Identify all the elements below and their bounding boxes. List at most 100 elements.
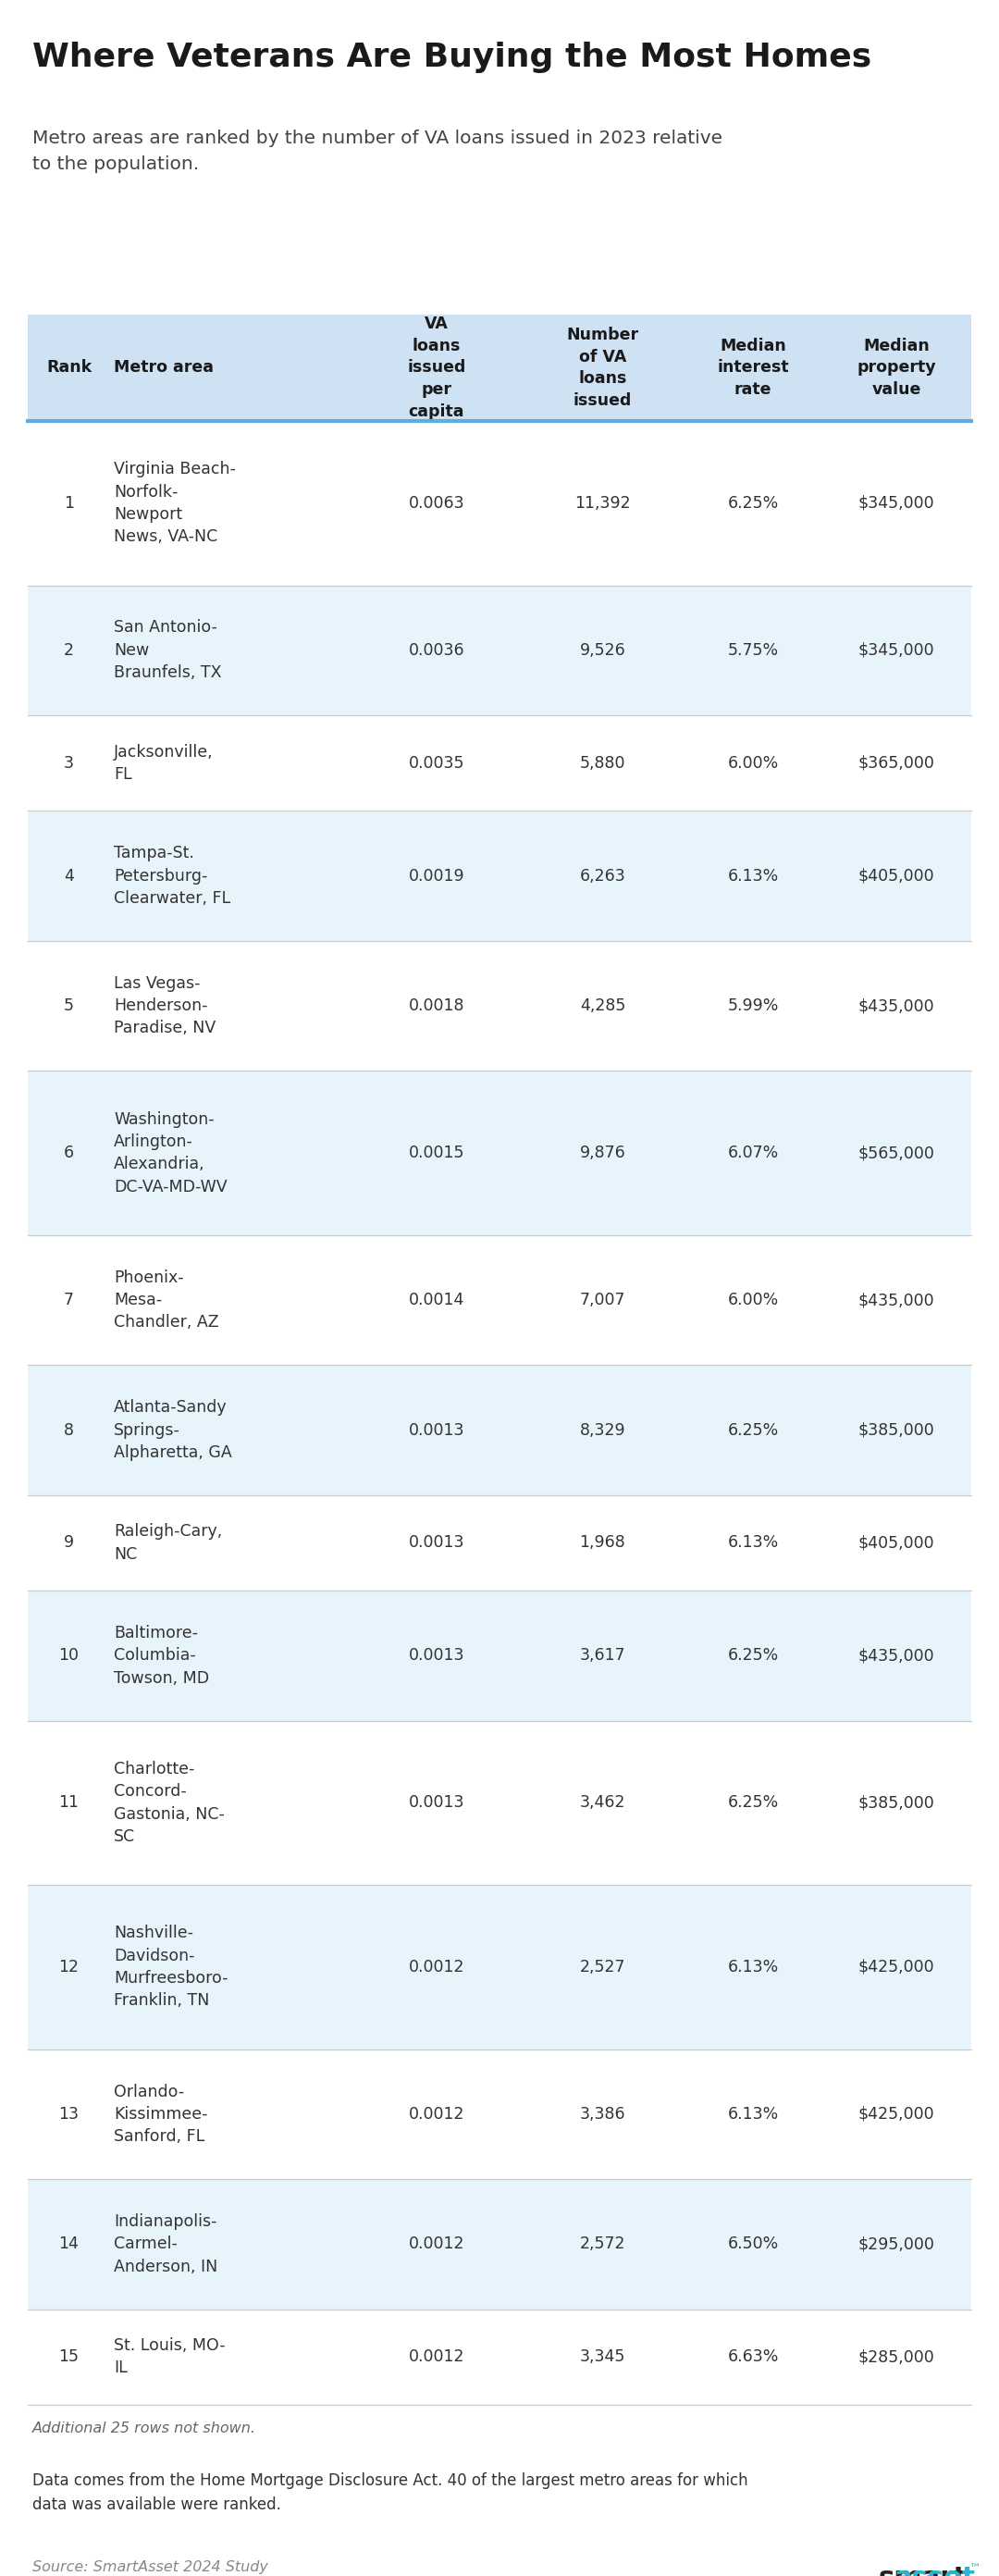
Bar [28,2050,971,2179]
Text: Number
of VA
loans
issued: Number of VA loans issued [566,327,638,410]
Text: 2,527: 2,527 [579,1958,625,1976]
Text: 7: 7 [64,1291,74,1309]
Text: $385,000: $385,000 [858,1422,935,1437]
Text: 5,880: 5,880 [579,755,625,770]
Text: 0.0036: 0.0036 [409,641,465,659]
Text: $385,000: $385,000 [858,1795,935,1811]
Text: 5.75%: 5.75% [727,641,778,659]
Text: 12: 12 [59,1958,79,1976]
Text: 6.00%: 6.00% [727,755,778,770]
Text: 6.00%: 6.00% [727,1291,778,1309]
Text: 7,007: 7,007 [579,1291,625,1309]
Bar [28,1721,971,1886]
Text: 0.0063: 0.0063 [409,495,465,513]
Text: 6.25%: 6.25% [727,1795,778,1811]
Bar [28,716,971,811]
Bar [28,314,971,420]
Text: 6.13%: 6.13% [727,2107,778,2123]
Text: Charlotte-
Concord-
Gastonia, NC-
SC: Charlotte- Concord- Gastonia, NC- SC [114,1762,225,1844]
Text: St. Louis, MO-
IL: St. Louis, MO- IL [114,2336,226,2378]
Text: Las Vegas-
Henderson-
Paradise, NV: Las Vegas- Henderson- Paradise, NV [114,976,216,1036]
Text: Metro area: Metro area [114,361,214,376]
Text: Orlando-
Kissimmee-
Sanford, FL: Orlando- Kissimmee- Sanford, FL [114,2084,208,2146]
Text: $345,000: $345,000 [858,495,934,513]
Bar [28,940,971,1072]
Text: 3,617: 3,617 [579,1649,625,1664]
Text: 1: 1 [64,495,74,513]
Text: 0.0012: 0.0012 [409,2349,465,2365]
Bar [28,2179,971,2308]
Text: 6.13%: 6.13% [727,1958,778,1976]
Text: 6.13%: 6.13% [727,1535,778,1551]
Text: 4,285: 4,285 [579,997,625,1015]
Text: 11,392: 11,392 [574,495,630,513]
Text: $345,000: $345,000 [858,641,934,659]
Text: Additional 25 rows not shown.: Additional 25 rows not shown. [32,2421,256,2434]
Text: $365,000: $365,000 [858,755,935,770]
Text: Indianapolis-
Carmel-
Anderson, IN: Indianapolis- Carmel- Anderson, IN [114,2213,218,2275]
Text: 9,876: 9,876 [579,1144,625,1162]
Text: Source: SmartAsset 2024 Study: Source: SmartAsset 2024 Study [32,2561,268,2573]
Text: 2,572: 2,572 [579,2236,625,2251]
Text: 2: 2 [64,641,74,659]
Text: smart: smart [878,2566,967,2576]
Text: $435,000: $435,000 [858,997,934,1015]
Text: 0.0035: 0.0035 [409,755,465,770]
Text: 6.13%: 6.13% [727,868,778,884]
Text: 0.0013: 0.0013 [409,1795,465,1811]
Text: Baltimore-
Columbia-
Towson, MD: Baltimore- Columbia- Towson, MD [114,1625,209,1687]
Text: 6: 6 [64,1144,74,1162]
Text: 0.0019: 0.0019 [409,868,465,884]
Text: $565,000: $565,000 [858,1144,935,1162]
Text: Median
interest
rate: Median interest rate [717,337,789,397]
Text: Rank: Rank [46,361,92,376]
Text: 9,526: 9,526 [579,641,625,659]
Text: 6.25%: 6.25% [727,1422,778,1437]
Text: Atlanta-Sandy
Springs-
Alpharetta, GA: Atlanta-Sandy Springs- Alpharetta, GA [114,1399,232,1461]
Text: 1,968: 1,968 [579,1535,625,1551]
Text: 6,263: 6,263 [579,868,625,884]
Text: 8: 8 [64,1422,74,1437]
Text: ™: ™ [968,2563,980,2576]
Text: $425,000: $425,000 [858,1958,934,1976]
Text: Phoenix-
Mesa-
Chandler, AZ: Phoenix- Mesa- Chandler, AZ [114,1270,219,1332]
Text: Jacksonville,
FL: Jacksonville, FL [114,744,214,783]
Text: 0.0014: 0.0014 [409,1291,465,1309]
Text: Where Veterans Are Buying the Most Homes: Where Veterans Are Buying the Most Homes [32,41,871,72]
Bar [28,1234,971,1365]
Text: 0.0013: 0.0013 [409,1649,465,1664]
Bar [28,811,971,940]
Text: 0.0015: 0.0015 [409,1144,465,1162]
Text: 6.07%: 6.07% [727,1144,778,1162]
Text: 11: 11 [59,1795,79,1811]
Bar [28,1494,971,1592]
Text: asset: asset [894,2566,976,2576]
Bar [28,1072,971,1234]
Text: $295,000: $295,000 [858,2236,935,2251]
Text: 15: 15 [59,2349,79,2365]
Text: Washington-
Arlington-
Alexandria,
DC-VA-MD-WV: Washington- Arlington- Alexandria, DC-VA… [114,1110,227,1195]
Text: $435,000: $435,000 [858,1649,934,1664]
Text: Nashville-
Davidson-
Murfreesboro-
Franklin, TN: Nashville- Davidson- Murfreesboro- Frank… [114,1924,228,2009]
Text: 14: 14 [59,2236,79,2251]
Text: 9: 9 [64,1535,74,1551]
Bar [28,420,971,585]
Text: 13: 13 [59,2107,79,2123]
Text: 6.63%: 6.63% [727,2349,778,2365]
Text: 8,329: 8,329 [579,1422,625,1437]
Bar [28,2308,971,2406]
Text: Tampa-St.
Petersburg-
Clearwater, FL: Tampa-St. Petersburg- Clearwater, FL [114,845,231,907]
Text: 6.25%: 6.25% [727,1649,778,1664]
Text: 3,386: 3,386 [579,2107,625,2123]
Text: Data comes from the Home Mortgage Disclosure Act. 40 of the largest metro areas : Data comes from the Home Mortgage Disclo… [32,2473,748,2514]
Text: 5: 5 [64,997,74,1015]
Text: 4: 4 [64,868,74,884]
Text: 0.0018: 0.0018 [409,997,465,1015]
Bar [28,1365,971,1494]
Text: Median
property
value: Median property value [857,337,936,397]
Text: 6.50%: 6.50% [727,2236,778,2251]
Text: Raleigh-Cary,
NC: Raleigh-Cary, NC [114,1522,222,1564]
Text: 5.99%: 5.99% [727,997,778,1015]
Text: 3,462: 3,462 [579,1795,625,1811]
Text: $405,000: $405,000 [858,868,934,884]
